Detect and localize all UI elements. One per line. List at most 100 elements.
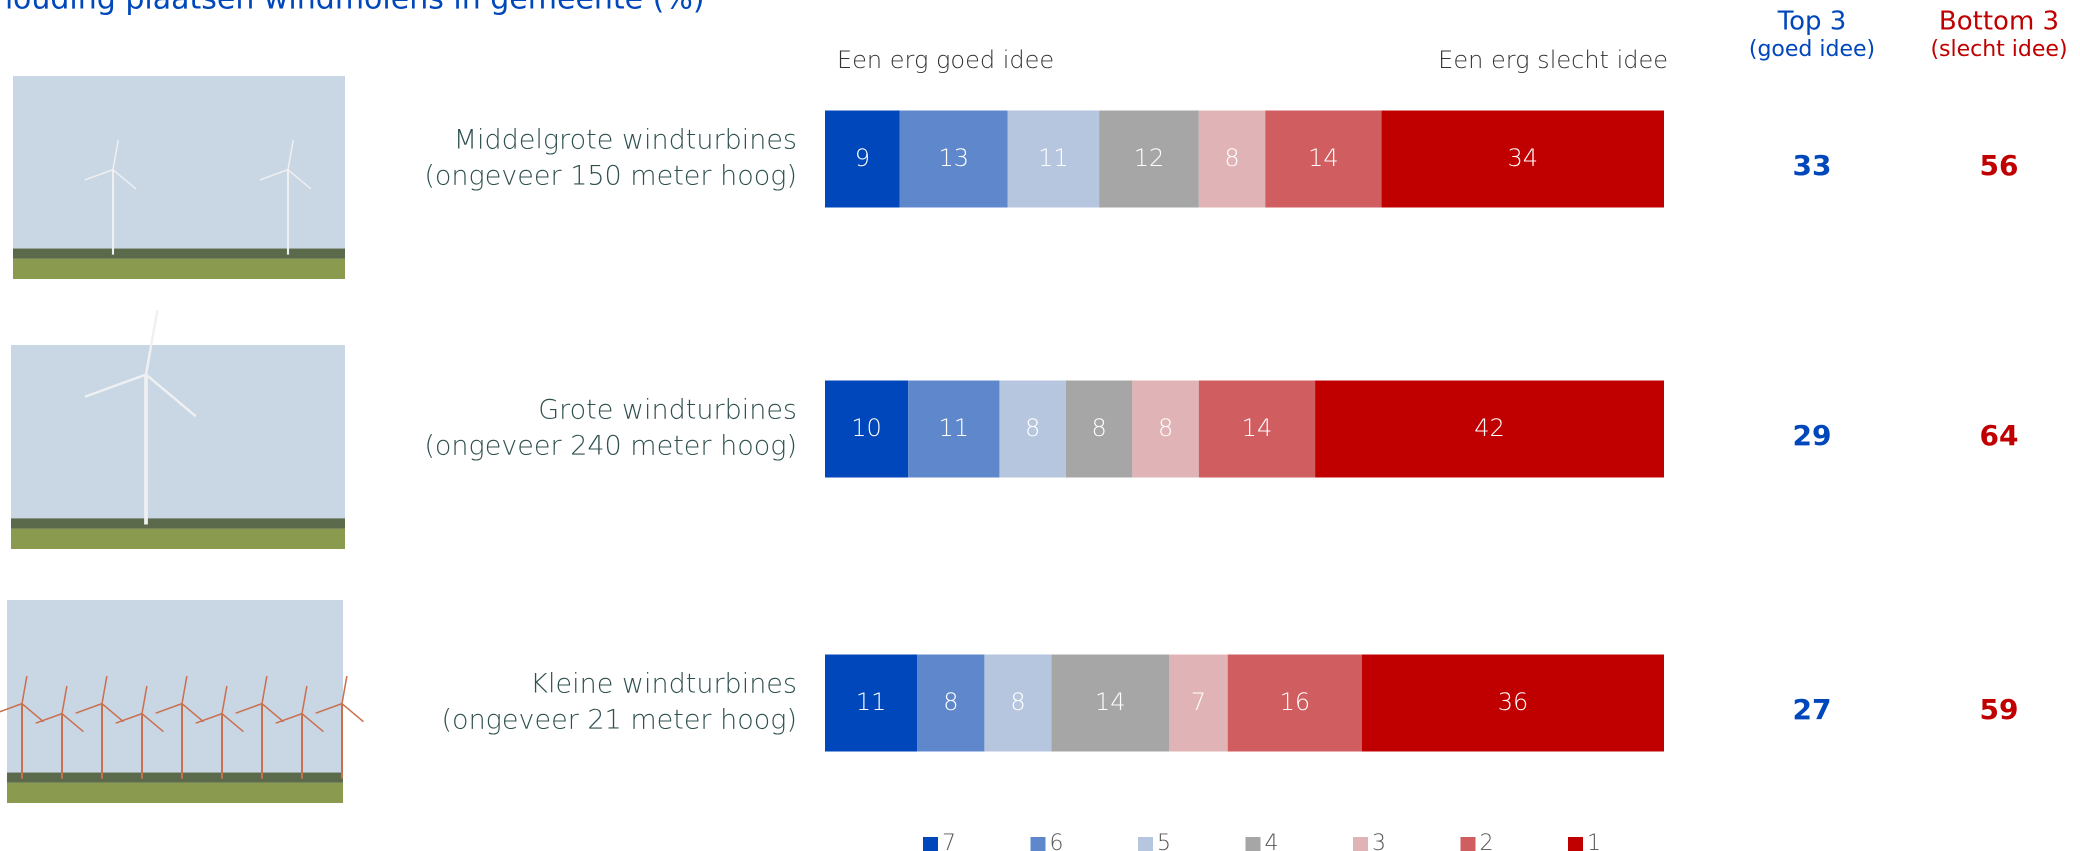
- bar-value-label: 13: [938, 144, 969, 172]
- photo-horizon: [7, 772, 343, 783]
- bar-segment: [1315, 380, 1664, 478]
- turbine-blade: [84, 373, 147, 398]
- turbine-blade: [112, 169, 137, 190]
- category-label: (ongeveer 240 meter hoog): [424, 431, 797, 462]
- bar-segment: [908, 380, 1000, 478]
- summary-value: 59: [1980, 693, 2019, 726]
- bar-segment: [1065, 380, 1133, 478]
- turbine-blade: [287, 169, 312, 190]
- turbine-blade: [301, 685, 308, 714]
- bar-segment: [1051, 654, 1169, 752]
- bar-segment: [984, 654, 1052, 752]
- summary-title: Bottom 3: [1939, 7, 2059, 37]
- turbine-blade: [0, 702, 23, 713]
- turbine-blade: [235, 702, 263, 714]
- photo: [11, 310, 345, 549]
- turbine-blade: [341, 675, 348, 704]
- summary-subtitle: (goed idee): [1749, 37, 1875, 62]
- turbine-blade: [61, 713, 84, 733]
- legend-swatch: [1245, 837, 1261, 851]
- turbine-blade: [155, 702, 183, 714]
- turbine-blade: [112, 139, 119, 170]
- legend-swatch: [1460, 837, 1476, 851]
- turbine-blade: [181, 675, 188, 704]
- bar-value-label: 36: [1498, 688, 1529, 716]
- scale-right-label: Een erg slecht idee: [1438, 46, 1668, 74]
- bar-value-label: 14: [1242, 414, 1273, 442]
- bar-segment: [999, 380, 1066, 478]
- photo: [13, 76, 345, 279]
- bar-segment: [1361, 654, 1664, 752]
- summary-value: 33: [1793, 149, 1832, 182]
- photo-sky: [11, 345, 345, 549]
- photo: [0, 600, 364, 803]
- turbine-blade: [35, 712, 63, 724]
- summary-value: 56: [1980, 149, 2019, 182]
- bar-value-label: 10: [851, 414, 882, 442]
- scale-left-label: Een erg goed idee: [837, 46, 1054, 74]
- summary-title: Top 3: [1777, 7, 1847, 37]
- legend-label: 3: [1372, 831, 1386, 851]
- bar-value-label: 8: [1224, 144, 1239, 172]
- bar-segment: [825, 380, 909, 478]
- legend-label: 4: [1265, 831, 1279, 851]
- turbine-blade: [287, 139, 294, 170]
- summary-value: 27: [1793, 693, 1832, 726]
- bar-value-label: 8: [1010, 688, 1025, 716]
- legend-label: 6: [1050, 831, 1064, 851]
- bar-value-label: 11: [1038, 144, 1069, 172]
- legend-label: 7: [942, 831, 956, 851]
- turbine-blade: [75, 702, 103, 714]
- bar-segment: [1198, 380, 1316, 478]
- photo-ground: [13, 258, 345, 279]
- summary-value: 29: [1793, 419, 1832, 452]
- legend-swatch: [923, 837, 938, 851]
- bar-segment: [1198, 110, 1266, 208]
- chart-title: houding plaatsen windmolens in gemeente …: [0, 0, 705, 17]
- turbine-blade: [259, 168, 289, 181]
- turbine-blade: [115, 712, 143, 724]
- bar-segment: [1099, 110, 1199, 208]
- summary-value: 64: [1980, 419, 2019, 452]
- turbine-blade: [141, 685, 148, 714]
- turbine-blade: [61, 685, 68, 714]
- bar-segment: [825, 110, 900, 208]
- summary-subtitle: (slecht idee): [1930, 37, 2067, 62]
- legend-label: 1: [1587, 831, 1601, 851]
- bar-segment: [1132, 380, 1199, 478]
- category-label: Middelgrote windturbines: [454, 125, 797, 156]
- turbine-blade: [261, 675, 268, 704]
- turbine-blade: [101, 703, 124, 723]
- bar-value-label: 42: [1474, 414, 1505, 442]
- photo-horizon: [13, 248, 345, 259]
- turbine-blade: [261, 703, 284, 723]
- bar-segment: [1265, 110, 1382, 208]
- photo-sky: [13, 76, 345, 279]
- turbine-blade: [221, 713, 244, 733]
- bar-segment: [899, 110, 1008, 208]
- bar-segment: [1227, 654, 1362, 752]
- bar-value-label: 14: [1308, 144, 1339, 172]
- turbine-blade: [195, 712, 223, 724]
- turbine-blade: [221, 685, 228, 714]
- bar-segment: [917, 654, 985, 752]
- bar-segment: [1007, 110, 1100, 208]
- photo-ground: [7, 782, 343, 803]
- bar-segment: [1168, 654, 1228, 752]
- category-label: (ongeveer 21 meter hoog): [442, 705, 797, 736]
- legend-swatch: [1353, 837, 1368, 851]
- photo-horizon: [11, 518, 345, 529]
- category-label: Grote windturbines: [538, 395, 797, 426]
- turbine-blade: [275, 712, 303, 724]
- turbine-blade: [141, 713, 164, 733]
- turbine-blade: [145, 373, 197, 418]
- bar-segment: [825, 654, 918, 752]
- bar-value-label: 12: [1134, 144, 1165, 172]
- bar-value-label: 8: [1091, 414, 1106, 442]
- turbine-blade: [101, 675, 108, 704]
- bar-value-label: 14: [1095, 688, 1126, 716]
- bar-value-label: 11: [856, 688, 887, 716]
